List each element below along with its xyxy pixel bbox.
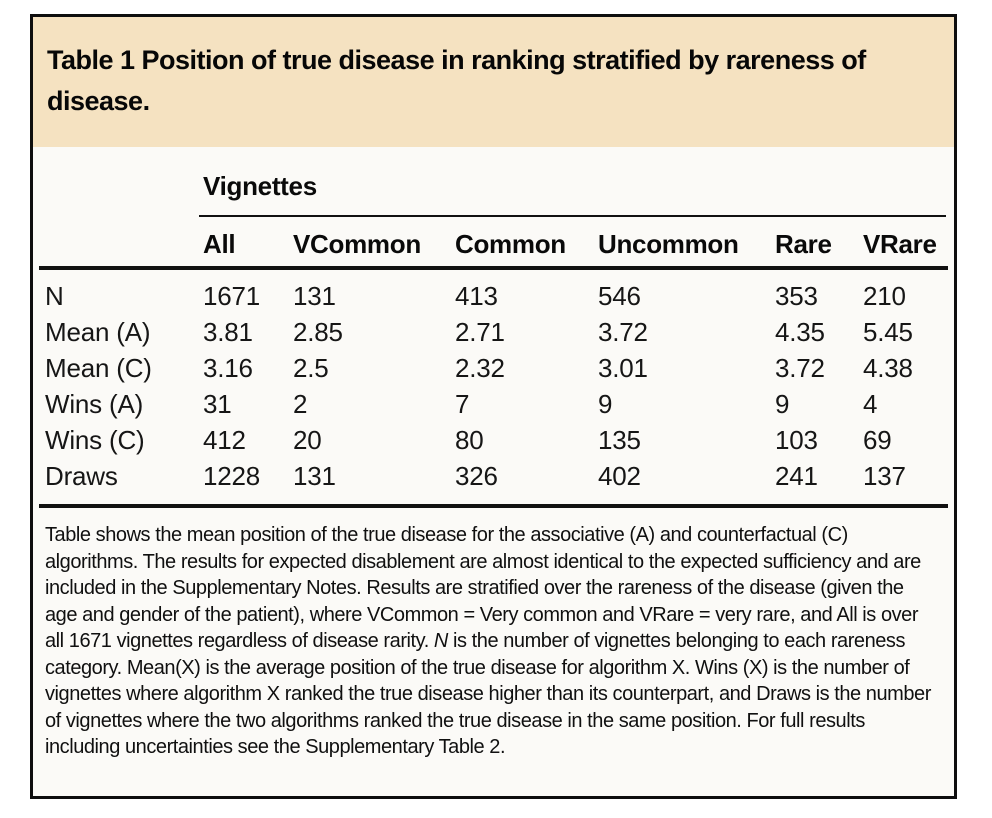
table-row: Draws 1228 131 326 402 241 137 [45, 458, 946, 494]
cell-value: 137 [863, 461, 906, 491]
cell-value: 3.81 [203, 317, 253, 347]
caption-italic-n: N [433, 630, 448, 652]
cell-value: 353 [775, 281, 818, 311]
column-header-vrare: VRare [863, 229, 937, 259]
cell-value: 7 [455, 389, 470, 419]
cell-value: 413 [455, 281, 498, 311]
cell-value: 1671 [203, 281, 261, 311]
cell-value: 412 [203, 425, 246, 455]
cell-value: 2.32 [455, 353, 505, 383]
cell-value: 9 [775, 389, 790, 419]
cell-value: 131 [293, 281, 336, 311]
column-group-header: Vignettes [203, 171, 317, 201]
column-header-rare: Rare [775, 229, 832, 259]
cell-value: 103 [775, 425, 818, 455]
table-panel: Table 1 Position of true disease in rank… [30, 14, 957, 799]
column-header-uncommon: Uncommon [598, 229, 739, 259]
cell-value: 2.5 [293, 353, 329, 383]
cell-value: 80 [455, 425, 484, 455]
title-band: Table 1 Position of true disease in rank… [33, 17, 954, 147]
column-header-common: Common [455, 229, 566, 259]
row-label: N [45, 281, 64, 311]
table-caption: Table shows the mean position of the tru… [45, 508, 941, 761]
cell-value: 3.01 [598, 353, 648, 383]
table-row: Mean (A) 3.81 2.85 2.71 3.72 4.35 5.45 [45, 314, 946, 350]
body-caption-rule [39, 504, 948, 508]
cell-value: 4 [863, 389, 878, 419]
cell-value: 3.16 [203, 353, 253, 383]
cell-value: 2.85 [293, 317, 343, 347]
cell-value: 4.38 [863, 353, 913, 383]
row-label: Draws [45, 461, 118, 491]
cell-value: 31 [203, 389, 232, 419]
cell-value: 5.45 [863, 317, 913, 347]
cell-value: 2 [293, 389, 308, 419]
cell-value: 9 [598, 389, 613, 419]
header-body-rule [39, 266, 948, 270]
cell-value: 69 [863, 425, 892, 455]
group-header-rule [199, 215, 946, 217]
table-row: Wins (C) 412 20 80 135 103 69 [45, 422, 946, 458]
column-header-row: All VCommon Common Uncommon Rare VRare [45, 229, 946, 266]
caption-text: is the number of vignettes belonging to … [45, 630, 931, 758]
column-header-vcommon: VCommon [293, 229, 421, 259]
table-row: Mean (C) 3.16 2.5 2.32 3.01 3.72 4.38 [45, 350, 946, 386]
cell-value: 210 [863, 281, 906, 311]
column-header-all: All [203, 229, 236, 259]
caption-text: Table shows the mean position of the tru… [45, 524, 921, 652]
row-label: Wins (A) [45, 389, 144, 419]
cell-value: 402 [598, 461, 641, 491]
cell-value: 4.35 [775, 317, 825, 347]
row-label: Wins (C) [45, 425, 145, 455]
table-body: N 1671 131 413 546 353 210 Mean (A) 3.81… [45, 270, 946, 504]
cell-value: 131 [293, 461, 336, 491]
cell-value: 241 [775, 461, 818, 491]
cell-value: 3.72 [775, 353, 825, 383]
row-label: Mean (C) [45, 353, 152, 383]
cell-value: 326 [455, 461, 498, 491]
row-label: Mean (A) [45, 317, 151, 347]
table-title: Table 1 Position of true disease in rank… [47, 45, 866, 116]
table-content: Vignettes All VCommon Common Uncommon Ra… [33, 147, 954, 796]
cell-value: 3.72 [598, 317, 648, 347]
table-row: Wins (A) 31 2 7 9 9 4 [45, 386, 946, 422]
cell-value: 2.71 [455, 317, 505, 347]
cell-value: 1228 [203, 461, 261, 491]
cell-value: 135 [598, 425, 641, 455]
cell-value: 546 [598, 281, 641, 311]
cell-value: 20 [293, 425, 322, 455]
table-row: N 1671 131 413 546 353 210 [45, 278, 946, 314]
